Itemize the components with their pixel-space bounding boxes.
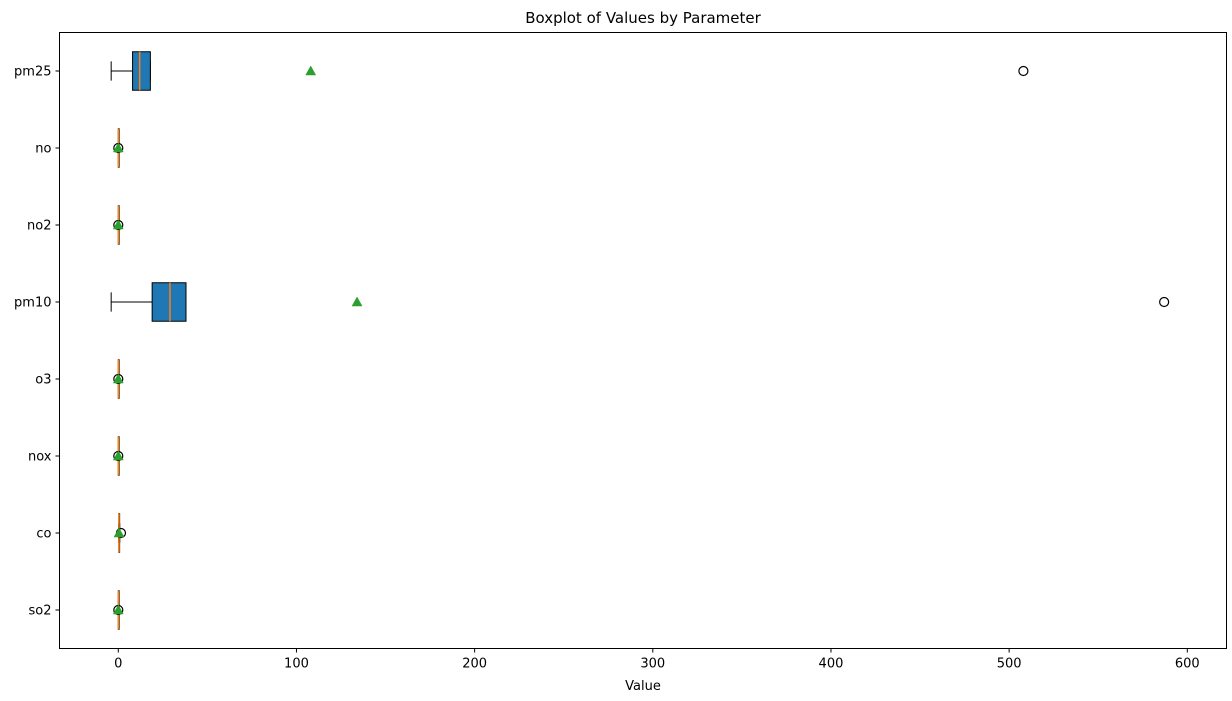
mean-marker-pm25 (305, 65, 317, 76)
y-tick-label-no: no (35, 142, 51, 157)
box-group-co (113, 513, 127, 553)
box-group-no2 (112, 205, 124, 245)
outlier-pm10-0 (1159, 296, 1170, 308)
box-group-pm10 (110, 282, 1170, 322)
box-group-o3 (112, 359, 124, 399)
box-group-pm25 (110, 51, 1029, 91)
mean-marker-so2 (112, 604, 124, 615)
y-tick-label-pm25: pm25 (14, 65, 51, 80)
x-tick-label-300: 300 (640, 657, 665, 672)
y-tick-label-nox: nox (28, 450, 52, 465)
y-tick-label-pm10: pm10 (14, 296, 51, 311)
y-tick-label-no2: no2 (27, 219, 51, 234)
box-group-no (112, 128, 124, 168)
y-tick-label-o3: o3 (35, 373, 51, 388)
box-pm25 (132, 51, 151, 91)
mean-marker-pm10 (351, 296, 363, 307)
x-tick-label-500: 500 (997, 657, 1022, 672)
x-axis-label: Value (625, 679, 661, 694)
mean-marker-no (112, 142, 124, 153)
ticks-layer: pm25 no no2 pm10 o3 nox co so2 0 100 200 300 400 500 6… (14, 65, 1200, 672)
x-tick-label-100: 100 (284, 657, 309, 672)
mean-marker-no2 (112, 219, 124, 230)
box-group-nox (112, 436, 124, 476)
plot-area-frame (59, 32, 1227, 649)
outlier-pm25-0 (1018, 65, 1029, 77)
box-pm10 (151, 282, 187, 322)
mean-marker-co (113, 527, 125, 538)
marks-layer (110, 51, 1170, 630)
x-tick-label-200: 200 (462, 657, 487, 672)
y-tick-label-so2: so2 (29, 604, 52, 619)
x-tick-label-400: 400 (819, 657, 844, 672)
x-tick-label-0: 0 (114, 657, 122, 672)
box-group-so2 (112, 590, 124, 630)
mean-marker-o3 (112, 373, 124, 384)
chart-title: Boxplot of Values by Parameter (525, 9, 761, 27)
x-tick-label-600: 600 (1175, 657, 1200, 672)
y-tick-label-co: co (36, 527, 51, 542)
mean-marker-nox (112, 450, 124, 461)
